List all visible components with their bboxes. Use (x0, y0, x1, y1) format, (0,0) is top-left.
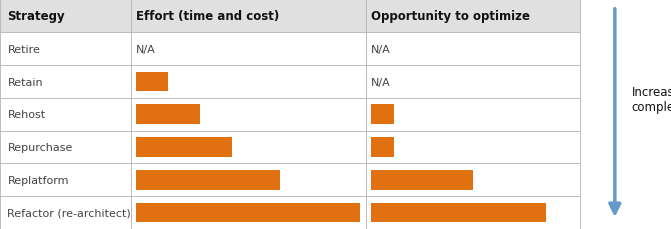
Text: Rehost: Rehost (7, 110, 46, 120)
Bar (371, 170, 473, 190)
Bar (371, 138, 395, 157)
Text: Refactor (re-architect): Refactor (re-architect) (7, 208, 131, 218)
Bar (0, 33, 580, 66)
Bar (0, 98, 580, 131)
Text: Effort (time and cost): Effort (time and cost) (136, 10, 279, 23)
Bar (136, 105, 200, 125)
Bar (0, 196, 580, 229)
Text: Replatform: Replatform (7, 175, 69, 185)
Bar (371, 105, 395, 125)
Text: Increasing
complexity: Increasing complexity (631, 86, 671, 114)
Text: N/A: N/A (136, 45, 156, 55)
Text: Retire: Retire (7, 45, 40, 55)
Bar (0, 164, 580, 196)
Bar (0, 0, 580, 33)
Text: N/A: N/A (371, 45, 391, 55)
Bar (136, 138, 232, 157)
Bar (0, 66, 580, 98)
Bar (0, 131, 580, 164)
Text: Strategy: Strategy (7, 10, 65, 23)
Text: Opportunity to optimize: Opportunity to optimize (371, 10, 530, 23)
Text: Retain: Retain (7, 77, 43, 87)
Bar (136, 203, 360, 222)
Text: N/A: N/A (371, 77, 391, 87)
Bar (136, 72, 168, 92)
Bar (371, 203, 546, 222)
Bar (136, 170, 280, 190)
Text: Repurchase: Repurchase (7, 142, 72, 152)
